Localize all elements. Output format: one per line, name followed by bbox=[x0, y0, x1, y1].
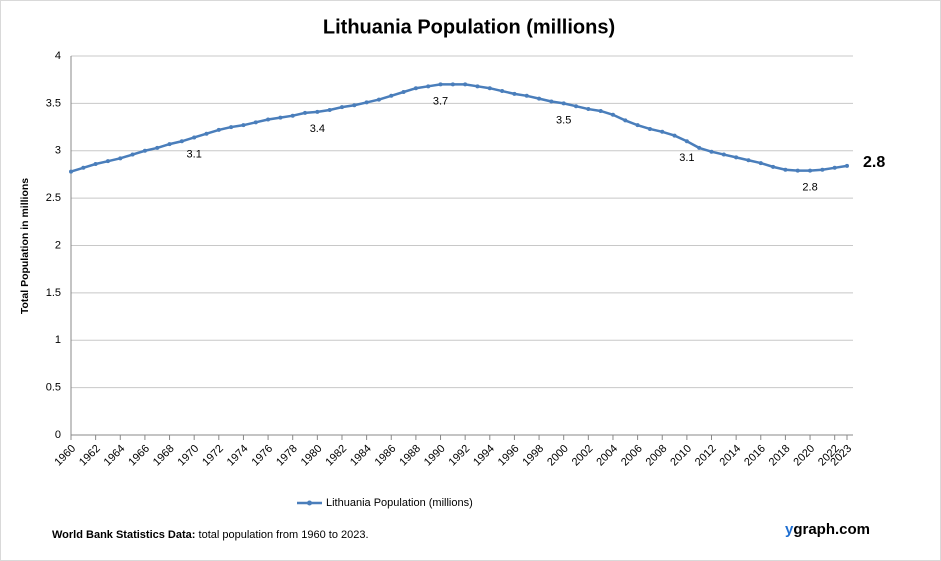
point bbox=[426, 84, 431, 89]
point bbox=[709, 149, 714, 154]
point bbox=[832, 165, 837, 170]
point bbox=[192, 135, 197, 140]
point bbox=[758, 161, 763, 166]
point bbox=[672, 133, 677, 138]
point bbox=[327, 108, 332, 113]
point bbox=[413, 86, 418, 91]
point bbox=[783, 167, 788, 172]
legend-marker bbox=[307, 500, 312, 506]
point bbox=[69, 169, 73, 174]
chart-title: Lithuania Population (millions) bbox=[323, 16, 615, 38]
point bbox=[450, 82, 455, 87]
point bbox=[721, 152, 726, 157]
point bbox=[610, 112, 615, 117]
y-tick-label: 1.5 bbox=[46, 287, 61, 299]
point bbox=[315, 109, 320, 114]
point bbox=[697, 145, 702, 150]
value-label: 3.1 bbox=[679, 152, 694, 164]
point bbox=[524, 93, 529, 98]
point bbox=[179, 139, 184, 144]
point bbox=[352, 103, 357, 108]
footer: World Bank Statistics Data: total popula… bbox=[52, 529, 369, 541]
point bbox=[105, 159, 110, 164]
y-tick-label: 4 bbox=[55, 50, 61, 62]
value-label: 3.5 bbox=[556, 114, 571, 126]
point bbox=[660, 129, 665, 134]
legend-label: Lithuania Population (millions) bbox=[326, 497, 473, 509]
point bbox=[118, 156, 123, 161]
value-label: 3.1 bbox=[187, 148, 202, 160]
point bbox=[771, 164, 776, 169]
point bbox=[303, 110, 308, 115]
point bbox=[229, 125, 234, 130]
point bbox=[561, 101, 566, 106]
y-axis-label: Total Population in millions bbox=[19, 178, 31, 314]
point bbox=[598, 108, 603, 113]
point bbox=[204, 131, 209, 136]
point bbox=[623, 118, 628, 123]
y-tick-label: 2.5 bbox=[46, 192, 61, 204]
point bbox=[216, 127, 221, 132]
point bbox=[746, 158, 751, 163]
brand-y: y bbox=[785, 521, 794, 538]
brand-rest: graph.com bbox=[793, 521, 870, 538]
point bbox=[93, 162, 98, 167]
point bbox=[401, 90, 406, 95]
point bbox=[845, 163, 849, 168]
point bbox=[512, 91, 517, 96]
point bbox=[574, 104, 579, 109]
point bbox=[438, 82, 443, 87]
point bbox=[475, 84, 480, 89]
point bbox=[647, 126, 652, 131]
point bbox=[266, 117, 271, 122]
point bbox=[808, 168, 813, 173]
y-tick-label: 1 bbox=[55, 334, 61, 346]
value-label: 2.8 bbox=[802, 182, 817, 194]
y-tick-label: 2 bbox=[55, 239, 61, 251]
point bbox=[734, 155, 739, 160]
point bbox=[130, 152, 135, 157]
point bbox=[241, 123, 246, 128]
value-label: 3.4 bbox=[310, 123, 325, 135]
footer-bold: World Bank Statistics Data: bbox=[52, 529, 195, 541]
point bbox=[795, 168, 800, 173]
y-tick-label: 3.5 bbox=[46, 97, 61, 109]
point bbox=[820, 167, 825, 172]
point bbox=[142, 148, 147, 153]
point bbox=[376, 97, 381, 102]
point bbox=[278, 115, 283, 120]
point bbox=[549, 99, 554, 104]
point bbox=[290, 113, 295, 118]
point bbox=[364, 100, 369, 105]
footer-text: total population from 1960 to 2023. bbox=[199, 529, 369, 541]
point bbox=[635, 123, 640, 128]
point bbox=[339, 105, 344, 110]
series-line bbox=[70, 83, 848, 173]
point bbox=[155, 145, 160, 150]
y-tick-label: 0.5 bbox=[46, 382, 61, 394]
point bbox=[586, 107, 591, 112]
point bbox=[500, 89, 505, 94]
point bbox=[684, 139, 689, 144]
end-value-label: 2.8 bbox=[863, 154, 885, 171]
value-label: 3.7 bbox=[433, 95, 448, 107]
brand: ygraph.com bbox=[785, 521, 870, 538]
point bbox=[167, 142, 172, 147]
point bbox=[537, 96, 542, 101]
point bbox=[81, 165, 86, 170]
y-tick-label: 0 bbox=[55, 429, 61, 441]
point bbox=[253, 120, 258, 125]
point bbox=[487, 86, 492, 91]
point bbox=[463, 82, 468, 87]
point bbox=[389, 93, 394, 98]
y-tick-label: 3 bbox=[55, 145, 61, 157]
